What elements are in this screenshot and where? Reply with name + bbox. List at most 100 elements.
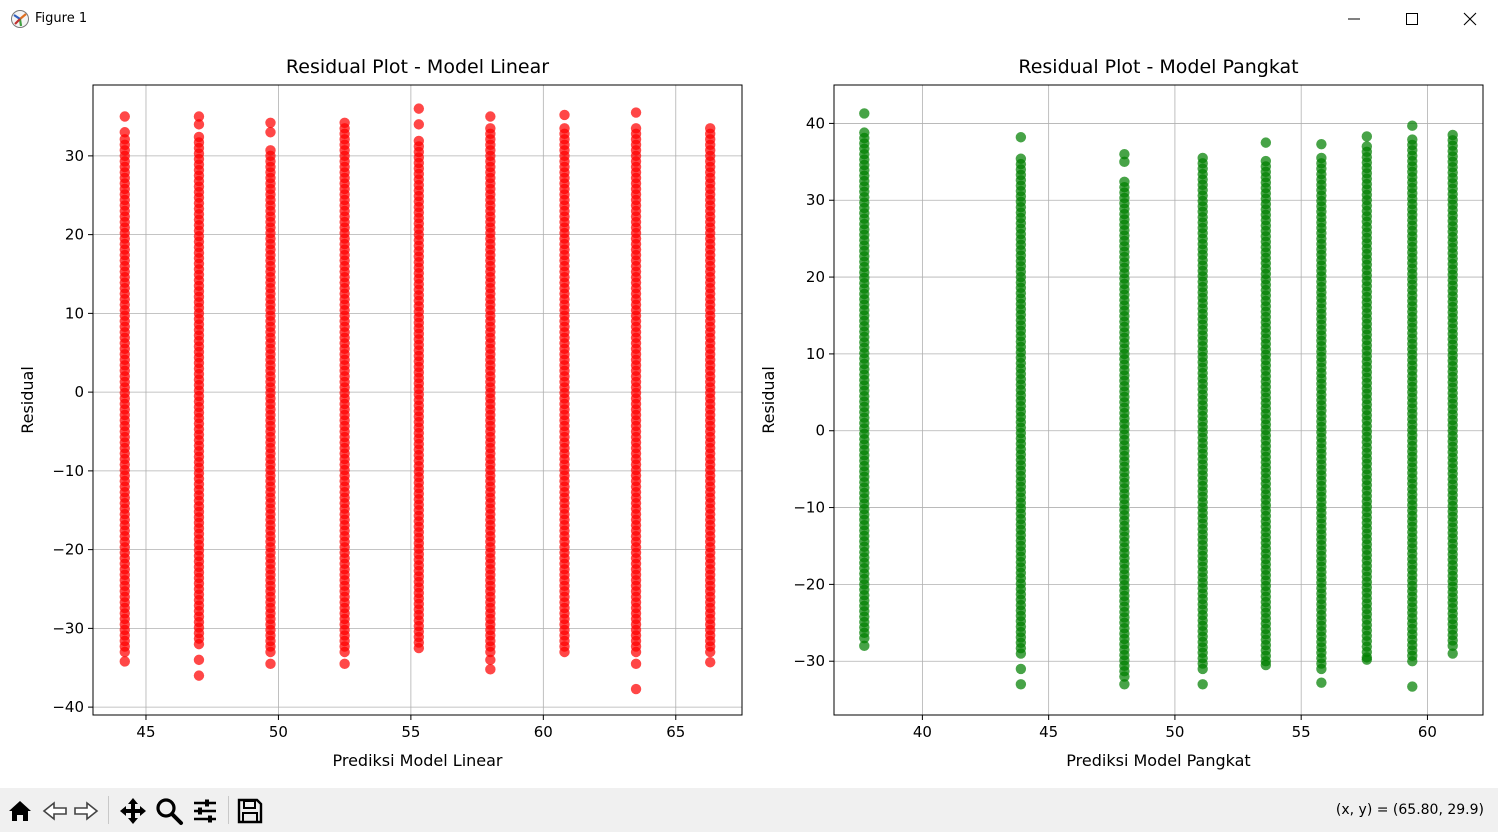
data-point: [193, 654, 205, 666]
close-icon: [1463, 12, 1477, 26]
residual-column: [859, 108, 870, 652]
data-point: [859, 108, 870, 119]
data-point: [485, 123, 496, 134]
matplotlib-icon: [11, 10, 29, 28]
home-button[interactable]: [5, 796, 35, 826]
y-ticks: −30 −20 −10 0 10 20 30 40: [793, 114, 834, 670]
data-point: [485, 654, 496, 666]
y-tick-label: 10: [65, 304, 84, 322]
data-point: [1015, 132, 1027, 143]
data-point: [1316, 138, 1327, 150]
data-point: [265, 117, 276, 128]
data-point: [193, 131, 205, 143]
close-button[interactable]: [1441, 0, 1498, 38]
data-point: [1119, 176, 1130, 188]
data-point: [705, 123, 716, 134]
data-point: [413, 103, 425, 114]
data-point: [1119, 679, 1130, 690]
save-icon: [237, 798, 263, 824]
window-title: Figure 1: [35, 11, 88, 26]
y-tick-label: 20: [65, 226, 84, 244]
x-tick-label: 60: [1418, 723, 1437, 741]
y-tick-label: −10: [793, 499, 825, 517]
y-tick-label: 40: [806, 114, 825, 132]
back-button[interactable]: [40, 796, 70, 826]
data-point: [1407, 681, 1418, 692]
x-tick-label: 55: [401, 723, 420, 741]
residual-column: [559, 109, 570, 658]
residual-column: [265, 117, 276, 670]
data-point: [1260, 659, 1272, 671]
data-point: [485, 111, 496, 122]
y-tick-label: −40: [52, 698, 84, 716]
data-point: [1260, 137, 1272, 148]
y-tick-label: 30: [65, 147, 84, 165]
data-point: [119, 656, 130, 667]
toolbar-separator: [228, 796, 229, 824]
x-tick-label: 40: [913, 723, 932, 741]
data-point: [1447, 648, 1458, 659]
minimize-button[interactable]: [1325, 0, 1383, 38]
residual-column: [339, 117, 350, 670]
residual-column: [193, 111, 205, 681]
data-point: [1447, 129, 1458, 141]
residual-column: [1015, 132, 1027, 690]
data-point: [1407, 120, 1418, 131]
residual-column: [1407, 120, 1418, 692]
x-tick-label: 50: [269, 723, 288, 741]
pangkat-residual-axes: 40 45 50 55 60 −30 −20 −10 0 10 20 30 40 Residual Plo…: [759, 56, 1484, 770]
data-point: [1197, 679, 1208, 690]
data-point: [413, 119, 425, 130]
figure-canvas[interactable]: 45 50 55 60 65 −40 −30 −20 −10 0 10 20 30 Residual Pl…: [0, 38, 1498, 788]
back-icon: [42, 801, 67, 821]
data-point: [1316, 677, 1327, 688]
data-point: [859, 640, 870, 652]
home-icon: [9, 801, 31, 821]
configure-subplots-button[interactable]: [190, 796, 220, 826]
y-tick-label: −20: [52, 541, 84, 559]
x-ticks: 45 50 55 60 65: [136, 715, 685, 741]
save-button[interactable]: [235, 796, 265, 826]
y-tick-label: 20: [806, 268, 825, 286]
y-tick-label: −30: [52, 619, 84, 637]
data-point: [1015, 153, 1027, 164]
data-point: [413, 135, 425, 147]
forward-icon: [74, 801, 99, 821]
data-point: [265, 658, 276, 670]
data-point: [193, 670, 205, 681]
data-point: [485, 664, 496, 675]
cursor-coordinates: (x, y) = (65.80, 29.9): [1335, 802, 1484, 818]
data-point: [1361, 141, 1373, 152]
scatter-points: [119, 103, 716, 695]
data-point: [705, 657, 716, 668]
forward-button[interactable]: [71, 796, 101, 826]
data-point: [630, 123, 642, 134]
pan-button[interactable]: [118, 796, 148, 826]
axes-frame: [833, 84, 1484, 716]
maximize-button[interactable]: [1383, 0, 1441, 38]
residual-column: [705, 123, 716, 668]
data-point: [193, 119, 205, 130]
x-tick-label: 45: [1039, 723, 1058, 741]
pan-icon: [120, 798, 146, 824]
residual-column: [485, 111, 496, 675]
minimize-icon: [1348, 18, 1360, 20]
y-axis-label: Residual: [18, 366, 37, 434]
data-point: [119, 111, 130, 122]
scatter-points: [859, 108, 1458, 692]
data-point: [193, 111, 205, 122]
zoom-button[interactable]: [154, 796, 184, 826]
residual-column: [119, 111, 130, 667]
x-tick-label: 60: [534, 723, 553, 741]
configure-subplots-icon: [194, 799, 216, 823]
y-ticks: −40 −30 −20 −10 0 10 20 30: [52, 147, 93, 716]
data-point: [630, 683, 642, 695]
data-point: [1015, 679, 1027, 690]
y-tick-label: 0: [815, 422, 825, 440]
data-point: [1015, 663, 1027, 675]
data-point: [1316, 152, 1327, 164]
data-point: [1260, 155, 1272, 167]
data-point: [859, 127, 870, 138]
chart-title: Residual Plot - Model Pangkat: [1018, 56, 1298, 78]
data-point: [1407, 134, 1418, 145]
